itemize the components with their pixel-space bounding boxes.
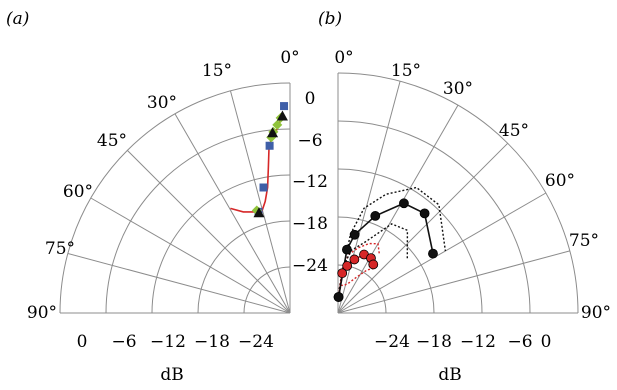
panel-a-bottom-tick-3: −18	[194, 332, 230, 352]
panel-b-series-0-point-3	[349, 254, 360, 265]
panel-a-square-point-1	[265, 141, 274, 150]
panel-a-spoke-30	[174, 113, 291, 314]
panel-b-series-3-point-3	[370, 211, 381, 221]
panel-b-angle-label-0: 0°	[334, 48, 353, 68]
panel-b-series-3-point-2	[349, 229, 360, 240]
panel-a-angle-label-2: 30°	[147, 93, 177, 113]
panel-b-series-0-point-6	[368, 259, 379, 270]
panel-a-xlabel: dB	[160, 365, 183, 385]
panel-b-bottom-tick-3: −6	[507, 332, 532, 352]
panel-a-bottom-tick-0: 0	[77, 332, 88, 352]
panel-b-spoke-15	[337, 81, 401, 314]
panel-b-bottom-tick-1: −18	[416, 332, 452, 352]
panel-a-spoke-45	[127, 150, 291, 314]
panel-b-angle-label-2: 30°	[443, 79, 473, 99]
panel-a-square-point-0	[280, 102, 289, 111]
panel-b-series-0-point-1	[337, 268, 348, 279]
panel-b-angle-label-6: 90°	[581, 303, 611, 323]
panel-a-radial-tick-4: −24	[292, 256, 328, 276]
panel-b-angle-label-4: 60°	[545, 171, 575, 191]
panel-b-series-3-point-5	[419, 208, 430, 219]
panel-a-square-point-2	[259, 183, 268, 192]
panel-a-bottom-tick-4: −24	[238, 332, 274, 352]
panel-a-angle-label-1: 15°	[202, 61, 232, 81]
panel-a-angle-label-5: 75°	[45, 239, 75, 259]
panel-b-angle-label-3: 45°	[499, 121, 529, 141]
panel-b-series-2-line	[338, 242, 380, 290]
panel-b-spoke-45	[337, 142, 509, 314]
panel-b-spoke-75	[337, 250, 570, 314]
panel-a-bottom-tick-1: −6	[111, 332, 136, 352]
panel-a-radial-tick-3: −18	[292, 214, 328, 234]
panel-a-spoke-15	[229, 90, 291, 314]
panel-b-series-3-point-4	[399, 198, 409, 209]
panel-a-triangle-point-0	[276, 110, 288, 121]
panel-a-spoke-75	[67, 252, 291, 314]
panel-a-angle-label-3: 45°	[97, 131, 127, 151]
panel-b-xlabel: dB	[438, 365, 461, 385]
panel-a-radial-tick-1: −6	[297, 131, 322, 151]
panel-b-angle-label-5: 75°	[569, 231, 599, 251]
panel-b-label: (b)	[318, 9, 342, 29]
panel-a-diamond-point-1	[272, 119, 283, 130]
panel-a-radial-tick-2: −12	[292, 172, 328, 192]
panel-b-series-3-point-0	[333, 292, 344, 302]
panel-a-radial-tick-0: 0	[305, 89, 316, 109]
panel-b-series-3-point-6	[428, 248, 438, 259]
panel-b-series-0-point-2	[342, 260, 353, 271]
panel-a-angle-label-4: 60°	[63, 182, 93, 202]
panel-b-spoke-60	[337, 192, 547, 314]
panel-a: (a) 0° 15° 30° 45° 60° 75° 90° 0 −6 −12 −18 −24 0 −6 −1…	[6, 9, 328, 385]
panel-a-spoke-60	[90, 197, 291, 314]
panel-b-bottom-tick-2: −12	[460, 332, 496, 352]
panel-a-triangle-point-2	[253, 207, 265, 218]
panel-b-angle-label-1: 15°	[391, 61, 421, 81]
panel-b-spoke-30	[337, 104, 459, 314]
panel-a-triangle-point-1	[267, 127, 279, 138]
panel-a-label: (a)	[6, 9, 29, 29]
panel-a-angle-label-0: 0°	[280, 48, 299, 68]
panel-b: (b) 0° 15° 30° 45° 60° 75° 90° −24 −18 −12 −6 0 dB	[318, 9, 611, 385]
panel-a-bottom-tick-2: −12	[150, 332, 186, 352]
panel-a-angle-label-6: 90°	[27, 303, 57, 323]
panel-b-bottom-tick-0: −24	[374, 332, 410, 352]
panel-b-series-3-line	[337, 202, 434, 298]
panel-b-series-3-point-1	[342, 244, 352, 255]
panel-b-bottom-tick-4: 0	[541, 332, 552, 352]
